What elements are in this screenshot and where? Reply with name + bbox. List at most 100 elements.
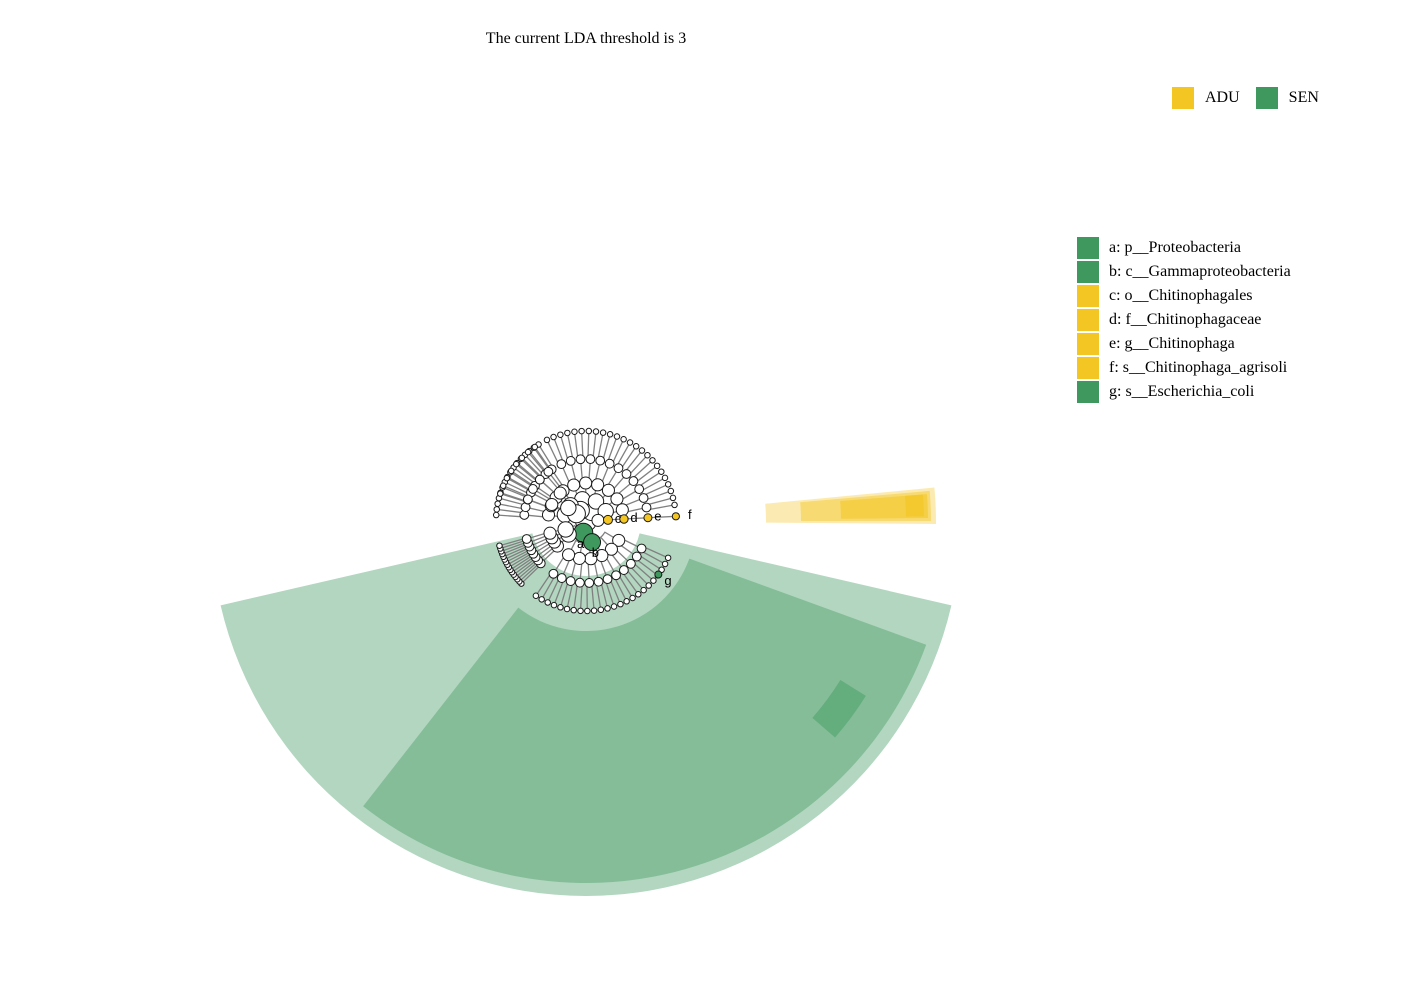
tree-node — [634, 484, 645, 495]
tree-node — [565, 456, 576, 466]
node-label-c: c — [615, 511, 622, 526]
tree-node — [644, 451, 651, 459]
tree-node — [621, 469, 632, 479]
tree-node — [557, 604, 564, 611]
clade-legend-row: b: c__Gammaproteobacteria — [1077, 260, 1291, 284]
tree-node — [601, 483, 615, 497]
tree-node — [645, 582, 652, 589]
tree-node — [557, 431, 564, 438]
tree-node — [592, 428, 600, 435]
clade-legend-row: g: s__Escherichia_coli — [1077, 380, 1291, 404]
tree-node — [613, 433, 621, 440]
node-label-d: d — [630, 510, 637, 525]
clade-legend-label: d: f__Chitinophagaceae — [1109, 311, 1262, 328]
group-legend: ADU SEN — [1172, 87, 1335, 109]
node-label-b: b — [592, 545, 599, 560]
node-d — [619, 514, 629, 524]
clade-swatch — [1077, 285, 1099, 307]
tree-node — [625, 558, 636, 569]
clade-legend-label: f: s__Chitinophaga_agrisoli — [1109, 359, 1288, 376]
legend-item-sen: SEN — [1255, 87, 1319, 109]
tree-node — [556, 459, 567, 470]
tree-node — [579, 476, 593, 490]
tree-node — [575, 454, 586, 465]
tree-node — [604, 542, 618, 556]
clade-legend-row: c: o__Chitinophagales — [1077, 284, 1291, 308]
tree-node — [522, 494, 533, 505]
chart-title: The current LDA threshold is 3 — [485, 30, 687, 47]
node-label-a: a — [577, 536, 585, 551]
tree-node — [584, 607, 591, 615]
tree-node — [604, 458, 615, 469]
node-label-e: e — [654, 509, 661, 524]
tree-node — [531, 443, 539, 451]
tree-node — [570, 606, 577, 614]
tree-node — [524, 448, 532, 456]
tree-node — [623, 598, 630, 605]
clade-legend-row: d: f__Chitinophagaceae — [1077, 308, 1291, 332]
clade-legend-row: f: s__Chitinophaga_agrisoli — [1077, 356, 1291, 380]
tree-node — [602, 574, 613, 585]
clade-legend-row: a: p__Proteobacteria — [1077, 236, 1291, 260]
clade-legend-label: c: o__Chitinophagales — [1109, 287, 1253, 304]
tree-node — [628, 476, 639, 486]
tree-node — [611, 570, 621, 581]
clade-swatch — [1077, 237, 1099, 259]
legend-label-adu: ADU — [1205, 89, 1240, 106]
node-b — [583, 533, 602, 552]
tree-node — [661, 560, 669, 568]
tree-node — [528, 484, 538, 494]
tree-node — [629, 594, 636, 602]
clade-swatch — [1077, 309, 1099, 331]
tree-node — [550, 433, 557, 441]
tree-node — [512, 460, 520, 468]
tree-node — [507, 467, 515, 475]
tree-node — [664, 554, 672, 562]
tree-node — [543, 436, 551, 444]
tree-node — [667, 487, 675, 495]
tree-node — [635, 591, 642, 598]
node-labels: ab c d e f g — [577, 507, 692, 588]
tree-node — [661, 474, 669, 482]
tree-node — [669, 494, 677, 502]
tree-node — [613, 463, 624, 474]
tree-node — [518, 454, 526, 462]
clade-shade-f — [905, 494, 924, 517]
tree-node — [548, 568, 559, 579]
tree-node — [620, 435, 627, 443]
tree-node — [493, 506, 501, 513]
tree-node — [591, 513, 605, 527]
tree-node — [563, 605, 571, 613]
tree-node — [538, 596, 545, 603]
tree-node — [585, 427, 593, 435]
tree-node — [617, 600, 624, 608]
legend-item-adu: ADU — [1172, 87, 1240, 109]
tree-node — [560, 499, 577, 517]
tree-node — [626, 439, 634, 446]
node-label-g: g — [664, 573, 671, 588]
tree-node — [641, 502, 652, 513]
tree-node — [587, 493, 605, 510]
tree-node — [650, 577, 657, 584]
tree-node — [631, 551, 642, 562]
tree-node — [557, 521, 574, 538]
tree-node — [572, 551, 586, 565]
tree-node — [577, 607, 584, 615]
tree-node — [593, 576, 604, 587]
tree-node — [521, 534, 532, 544]
tree-node — [564, 429, 571, 437]
tree-node — [497, 490, 504, 497]
clade-swatch — [1077, 333, 1099, 355]
tree-node — [543, 466, 554, 477]
tree-node — [653, 462, 661, 470]
tree-node — [632, 443, 640, 450]
tree-node — [492, 511, 500, 519]
tree-branch — [647, 515, 676, 519]
tree-node — [595, 455, 606, 466]
tree-node — [534, 474, 545, 485]
tree-node — [578, 427, 585, 435]
node-label-f: f — [688, 507, 692, 522]
tree-node — [503, 474, 511, 482]
tree-node — [599, 429, 607, 436]
